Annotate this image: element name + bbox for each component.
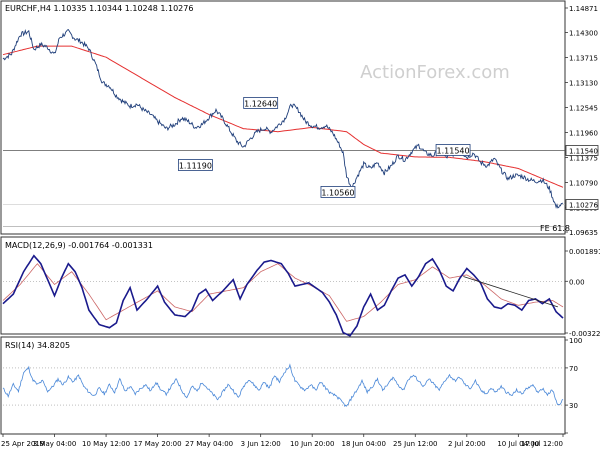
y-tick-label: 1.14871 — [569, 5, 598, 13]
macd-y-tick-label: 0.00 — [569, 278, 585, 286]
x-tick-label: 17 May 20:00 — [134, 440, 182, 448]
y-tick-label: 1.12545 — [569, 105, 598, 113]
rsi-panel-frame — [0, 336, 566, 435]
price-series — [2, 28, 564, 209]
macd-y-tick-label: -0.003228 — [569, 330, 600, 338]
annotation-label: 1.11190 — [179, 161, 212, 170]
y-tick-label: 1.13715 — [569, 54, 598, 62]
moving-average-line — [2, 45, 564, 188]
rsi-y-tick-label: 70 — [569, 365, 578, 373]
price-panel-title: EURCHF,H4 1.10335 1.10344 1.10248 1.1027… — [5, 4, 193, 13]
x-tick-label: 10 Jul 04:00 — [497, 440, 539, 448]
price-annotation: 1.11540 — [435, 144, 471, 156]
rsi-panel-title: RSI(14) 34.8205 — [5, 341, 70, 350]
current-price-tag: 1.10276 — [569, 202, 598, 210]
rsi-y-tick-label: 100 — [569, 337, 582, 345]
annotation-label: 1.10560 — [321, 188, 354, 197]
x-tick-label: 25 Apr 2019 — [1, 440, 44, 448]
x-tick-label: 2 Jul 20:00 — [448, 440, 486, 448]
y-tick-label: 1.14300 — [569, 29, 598, 37]
watermark: ActionForex.com — [360, 62, 510, 83]
current-price-tag-box — [565, 199, 599, 210]
price-panel-frame — [0, 0, 566, 235]
price-plot: 1.12640 1.11190 1.10560 1.11540 — [2, 28, 565, 227]
annotation-label: 1.12640 — [244, 99, 277, 108]
macd-plot — [2, 254, 565, 337]
price-annotation: 1.12640 — [243, 97, 279, 109]
price-annotation: 1.11190 — [177, 159, 213, 171]
level-price-tag-box — [565, 145, 599, 156]
macd-trendline — [463, 276, 558, 308]
x-tick-label: 3 May 04:00 — [33, 440, 77, 448]
annotation-box — [177, 159, 213, 171]
annotation-box — [435, 144, 471, 156]
macd-line — [2, 254, 564, 337]
macd-panel-title: MACD(12,26,9) -0.001764 -0.001331 — [5, 241, 153, 250]
x-tick-label: 27 May 04:00 — [185, 440, 233, 448]
fe-level-label: FE 61.8 — [540, 224, 570, 233]
x-tick-label: 18 Jun 04:00 — [342, 440, 386, 448]
annotation-box — [320, 186, 356, 198]
axes: 1.14871 1.14300 1.13715 1.13130 1.12545 1.119… — [1, 5, 600, 448]
rsi-plot — [2, 363, 565, 408]
rsi-line — [2, 363, 564, 408]
x-tick-label: 25 Jun 12:00 — [393, 440, 437, 448]
macd-signal-line — [2, 263, 564, 322]
annotation-box — [243, 97, 279, 109]
x-tick-label: 10 Jun 20:00 — [290, 440, 334, 448]
y-tick-label: 1.10790 — [569, 180, 598, 188]
x-tick-label: 17 Jul 12:00 — [521, 440, 563, 448]
rsi-y-tick-label: 30 — [569, 402, 578, 410]
macd-panel-frame — [0, 236, 566, 335]
x-tick-label: 10 May 12:00 — [82, 440, 130, 448]
y-tick-label: 1.09635 — [569, 229, 598, 237]
annotation-label: 1.11540 — [437, 147, 470, 156]
price-annotation: 1.10560 — [320, 186, 356, 198]
x-tick-label: 3 Jun 12:00 — [241, 440, 281, 448]
macd-y-tick-label: 0.001891 — [569, 248, 600, 256]
level-price-tag: 1.11540 — [569, 148, 598, 156]
y-tick-label: 1.11375 — [569, 155, 598, 163]
y-tick-label: 1.11960 — [569, 130, 598, 138]
y-tick-label: 1.13130 — [569, 79, 598, 87]
